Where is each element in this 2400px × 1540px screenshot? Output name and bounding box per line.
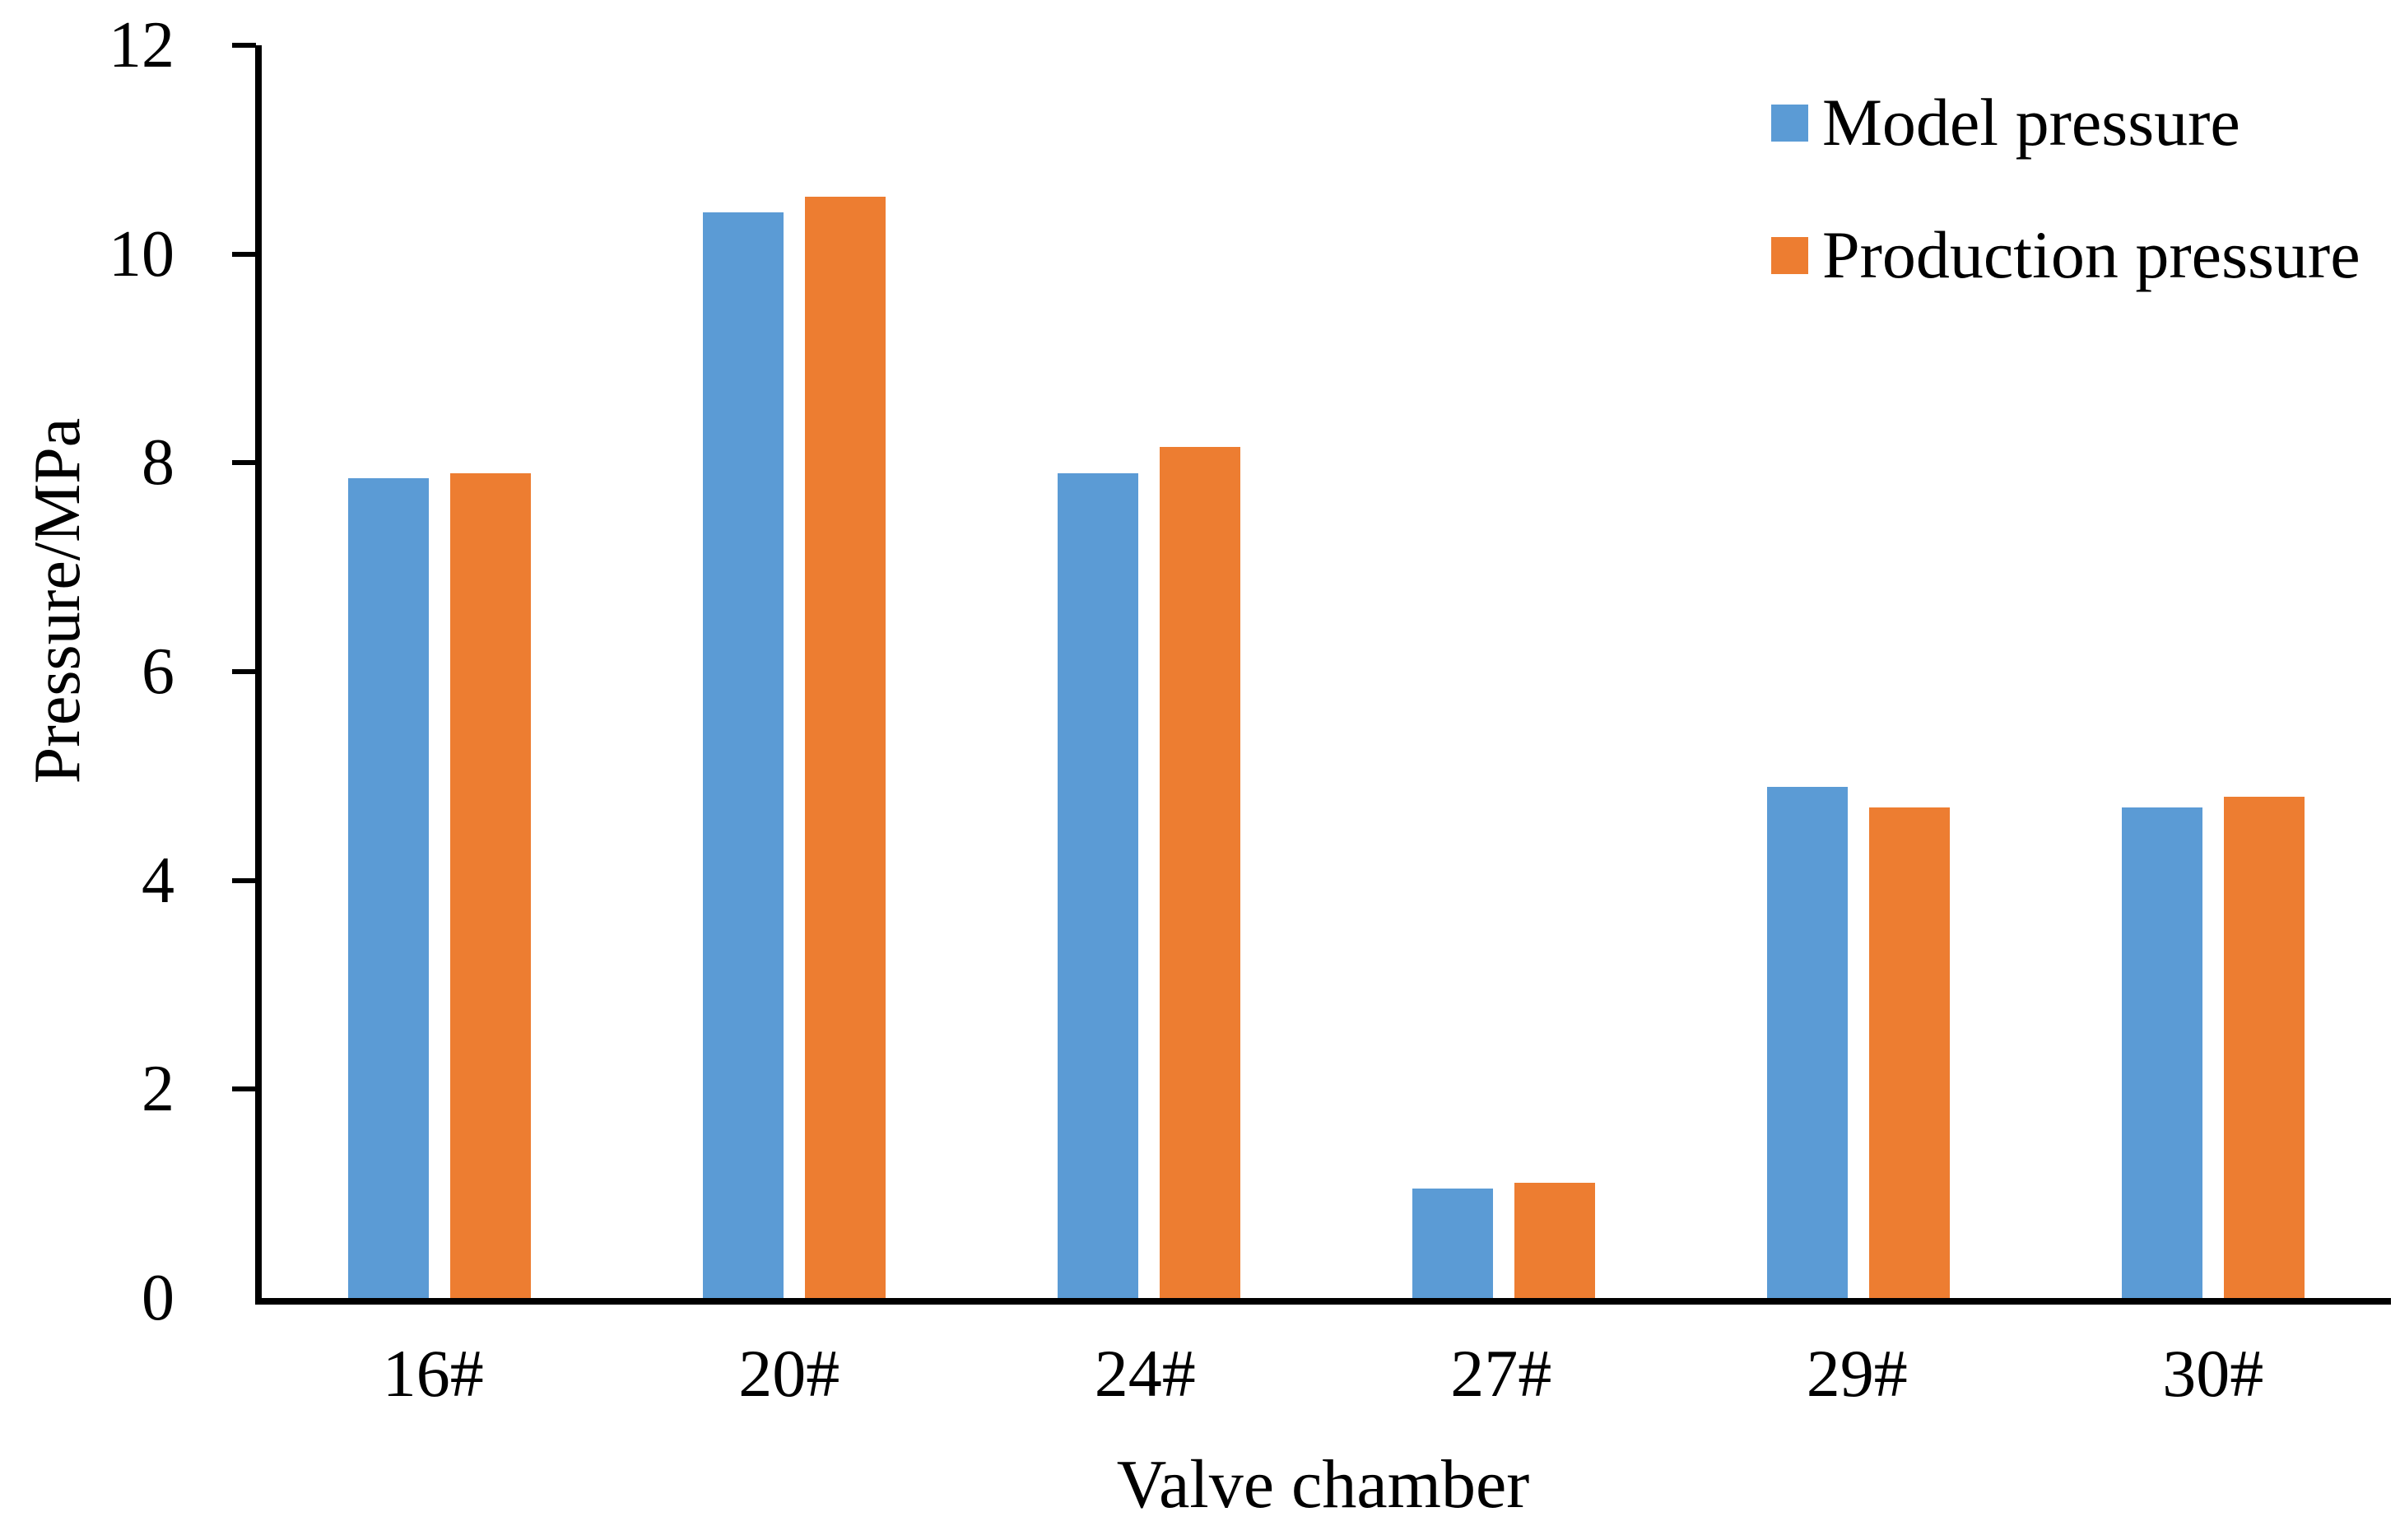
bar-group-16 [262,45,616,1298]
y-tick-label-8: 8 [142,426,174,499]
bar-group-30 [2036,45,2391,1298]
y-tick-6 [232,669,256,674]
bar-production-pressure-16 [449,473,531,1298]
y-tick-8 [232,460,256,465]
y-tick-2 [232,1086,256,1091]
y-tick-label-10: 10 [109,218,174,291]
bar-production-pressure-27 [1514,1183,1596,1298]
bar-group-24 [971,45,1326,1298]
y-tick-label-12: 12 [109,9,174,81]
y-tick-10 [232,252,256,257]
bar-production-pressure-24 [1159,447,1240,1298]
bar-group-27 [1327,45,1681,1298]
bar-model-pressure-27 [1412,1189,1494,1298]
x-tick-label-29: 29# [1806,1336,1908,1411]
x-axis-tick-labels: 16# 20# 24# 27# 29# 30# [255,1340,2391,1407]
bar-production-pressure-30 [2224,797,2305,1298]
legend-label-production-pressure: Production pressure [1822,217,2360,292]
x-tick-label-30: 30# [2162,1336,2264,1411]
plot-area [232,43,2391,1305]
bar-production-pressure-20 [804,197,886,1298]
legend-label-model-pressure: Model pressure [1822,85,2240,160]
y-tick-4 [232,878,256,883]
x-tick-label-27: 27# [1450,1336,1552,1411]
y-tick-label-6: 6 [142,635,174,708]
y-tick-label-4: 4 [142,844,174,917]
x-tick-label-24: 24# [1094,1336,1196,1411]
legend-item-production-pressure: Production pressure [1771,221,2360,289]
y-tick-12 [232,43,256,48]
x-tick-label-16: 16# [382,1336,484,1411]
legend-swatch-production-pressure-icon [1771,236,1808,274]
y-tick-label-2: 2 [142,1053,174,1125]
bar-model-pressure-20 [702,212,784,1298]
x-tick-label-20: 20# [738,1336,840,1411]
bar-model-pressure-30 [2122,807,2203,1298]
bar-group-29 [1681,45,2036,1298]
bar-model-pressure-16 [347,478,429,1298]
bar-model-pressure-24 [1057,473,1138,1298]
x-axis-title: Valve chamber [1116,1446,1530,1523]
bar-production-pressure-29 [1869,807,1951,1298]
bar-group-20 [616,45,971,1298]
y-tick-label-0: 0 [142,1262,174,1334]
legend-swatch-model-pressure-icon [1771,104,1808,142]
legend-item-model-pressure: Model pressure [1771,89,2240,156]
bar-model-pressure-29 [1767,787,1849,1298]
